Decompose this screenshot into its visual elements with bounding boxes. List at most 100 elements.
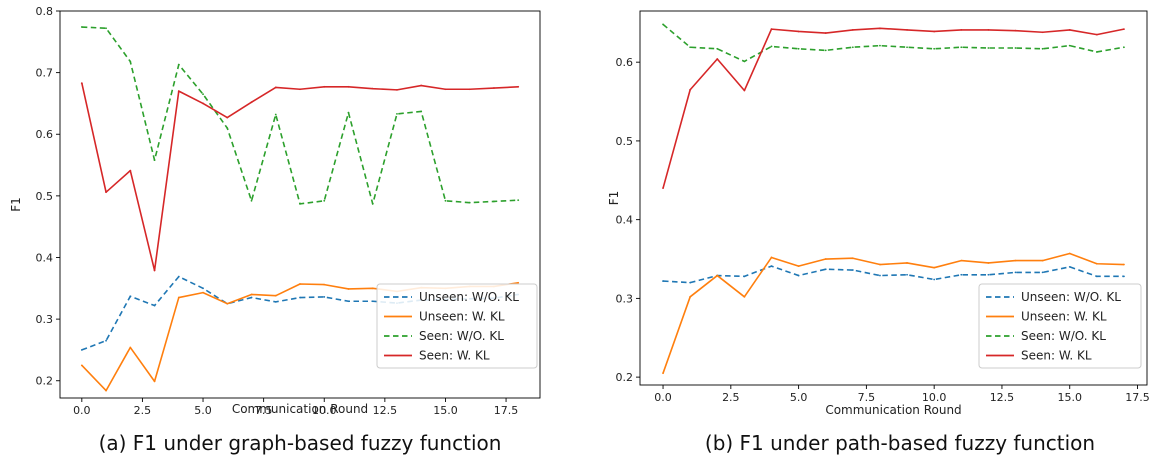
series-line xyxy=(663,265,1124,284)
data-point xyxy=(1014,47,1017,49)
y-tick-label: 0.4 xyxy=(36,251,54,264)
y-tick-label: 0.8 xyxy=(36,5,54,18)
data-point xyxy=(202,102,204,105)
figure-caption: (a) F1 under graph-based fuzzy function xyxy=(99,431,502,455)
data-point xyxy=(468,201,471,204)
x-tick-label: 17.5 xyxy=(1125,391,1150,404)
legend-entry: Unseen: W. KL xyxy=(1021,310,1107,324)
data-point xyxy=(1095,262,1098,265)
data-point xyxy=(226,302,229,305)
data-point xyxy=(851,257,854,260)
data-point xyxy=(371,300,374,303)
data-point xyxy=(879,44,881,47)
y-tick-label: 0.3 xyxy=(616,292,634,305)
data-point xyxy=(662,187,664,190)
y-tick-label: 0.6 xyxy=(36,128,54,141)
legend: Unseen: W/O. KL Unseen: W. KL Seen: W/O. K… xyxy=(376,283,538,369)
data-point xyxy=(824,32,827,34)
y-tick-label: 0.5 xyxy=(616,135,634,148)
legend-entry: Seen: W/O. KL xyxy=(1021,329,1106,343)
data-point xyxy=(371,87,374,90)
y-tick-label: 0.2 xyxy=(36,375,54,388)
legend-entry: Seen: W/O. KL xyxy=(419,329,504,343)
data-point xyxy=(1095,51,1098,53)
series-3 xyxy=(80,82,520,272)
data-point xyxy=(274,113,277,116)
series-line xyxy=(81,26,519,205)
chart-a: 0.0 2.5 5.0 7.5 10.0 12.5 15.0 17.5 0.2 0.3 0.4 0.5… xyxy=(9,5,541,455)
data-point xyxy=(371,287,374,290)
legend: Unseen: W/O. KL Unseen: W. KL Seen: W/O. K… xyxy=(978,283,1142,369)
data-point xyxy=(1123,46,1125,49)
x-tick-label: 12.5 xyxy=(990,391,1015,404)
data-point xyxy=(960,273,963,276)
data-point xyxy=(347,300,350,303)
data-point xyxy=(824,268,827,271)
data-point xyxy=(770,256,773,259)
series-line xyxy=(662,27,1125,189)
data-point xyxy=(177,63,180,66)
x-tick-label: 5.0 xyxy=(790,391,808,404)
legend-entry: Unseen: W/O. KL xyxy=(419,290,519,304)
y-tick-label: 0.4 xyxy=(616,214,634,227)
data-point xyxy=(689,281,692,284)
data-point xyxy=(716,274,719,277)
x-axis-label: Communication Round xyxy=(825,403,961,417)
x-tick-label: 15.0 xyxy=(433,404,458,417)
data-point xyxy=(933,47,936,50)
data-point xyxy=(177,275,180,278)
data-point xyxy=(153,159,156,162)
data-point xyxy=(797,30,800,33)
data-point xyxy=(250,293,253,296)
data-point xyxy=(906,46,908,49)
data-point xyxy=(226,127,229,129)
data-point xyxy=(824,49,827,52)
legend-entry: Seen: W. KL xyxy=(1021,349,1092,363)
data-point xyxy=(299,296,301,299)
x-tick-label: 2.5 xyxy=(722,391,740,404)
y-tick-label: 0.5 xyxy=(36,190,54,203)
data-point xyxy=(274,300,277,303)
data-point xyxy=(797,265,800,268)
data-point xyxy=(129,295,132,298)
data-point xyxy=(960,259,963,262)
data-point xyxy=(80,82,83,85)
series-0 xyxy=(662,265,1125,284)
data-point xyxy=(662,372,664,375)
data-point xyxy=(105,389,107,392)
data-point xyxy=(323,283,326,286)
data-point xyxy=(80,26,83,28)
x-tick-label: 17.5 xyxy=(494,404,519,417)
data-point xyxy=(743,275,746,278)
data-point xyxy=(1095,33,1098,36)
data-point xyxy=(879,27,881,30)
series-1 xyxy=(662,252,1125,375)
data-point xyxy=(420,110,423,113)
data-point xyxy=(770,265,773,268)
data-point xyxy=(323,85,326,88)
data-point xyxy=(987,47,990,49)
data-point xyxy=(770,28,773,31)
x-tick-label: 0.0 xyxy=(73,404,91,417)
data-point xyxy=(1068,265,1071,268)
data-point xyxy=(933,278,936,281)
data-point xyxy=(906,273,908,276)
data-point xyxy=(299,202,301,205)
data-point xyxy=(987,28,990,31)
chart-b: 0.0 2.5 5.0 7.5 10.0 12.5 15.0 17.5 0.2 0.3 0.4 0.5… xyxy=(607,10,1150,455)
data-point xyxy=(824,258,827,260)
data-point xyxy=(987,273,990,276)
data-point xyxy=(743,89,746,92)
data-point xyxy=(851,46,854,49)
data-point xyxy=(202,291,204,294)
data-point xyxy=(1041,271,1044,274)
x-axis-label: Communication Round xyxy=(232,402,368,416)
data-point xyxy=(250,296,253,299)
x-tick-label: 10.0 xyxy=(312,404,337,417)
data-point xyxy=(797,47,800,50)
data-point xyxy=(906,262,908,264)
data-point xyxy=(689,295,692,298)
data-point xyxy=(1123,275,1125,278)
data-point xyxy=(250,199,253,202)
data-point xyxy=(1041,47,1044,50)
